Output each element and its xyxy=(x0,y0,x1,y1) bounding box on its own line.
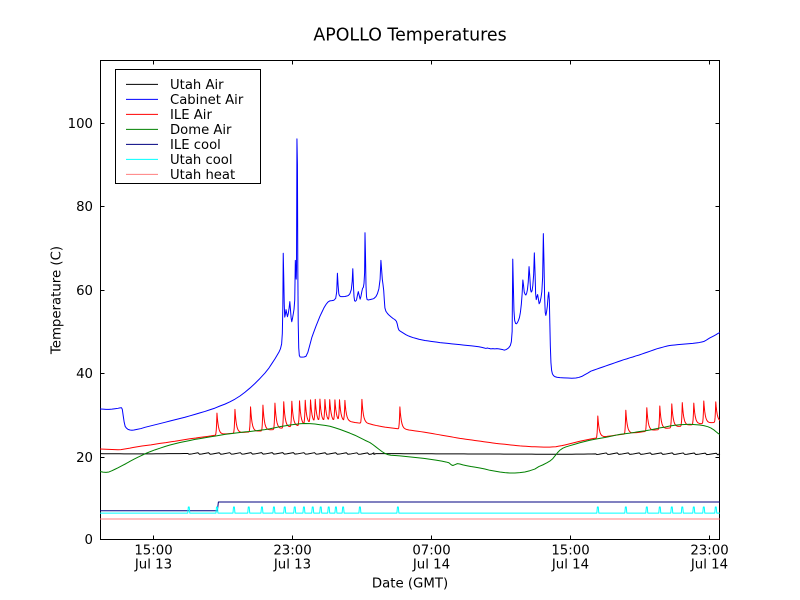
series-utah-air xyxy=(99,452,721,456)
y-tick-label: 60 xyxy=(76,284,93,299)
x-tick-label-date: Jul 14 xyxy=(690,558,728,573)
series-ile-cool xyxy=(100,501,720,512)
x-tick-label-time: 23:00 xyxy=(273,544,311,559)
y-tick-label: 80 xyxy=(76,200,93,215)
y-tick-label: 100 xyxy=(68,117,93,132)
legend-label-utah-cool: Utah cool xyxy=(170,153,233,168)
series-utah-cool xyxy=(100,506,720,514)
x-tick-label-time: 15:00 xyxy=(551,544,589,559)
legend-label-cabinet-air: Cabinet Air xyxy=(170,93,244,108)
legend-label-utah-air: Utah Air xyxy=(170,78,224,93)
series-cabinet-air xyxy=(99,138,721,431)
chart-title: APOLLO Temperatures xyxy=(313,26,506,46)
legend-label-ile-cool: ILE cool xyxy=(170,138,221,153)
series-dome-air xyxy=(99,422,721,474)
legend-label-utah-heat: Utah heat xyxy=(170,168,235,183)
x-tick-label-time: 07:00 xyxy=(412,544,450,559)
y-tick-label: 40 xyxy=(76,367,93,382)
legend-label-dome-air: Dome Air xyxy=(170,123,232,138)
y-axis-label: Temperature (C) xyxy=(50,246,65,355)
series-ile-air xyxy=(99,398,721,451)
legend-box xyxy=(115,69,261,184)
x-axis-label: Date (GMT) xyxy=(372,577,448,592)
x-tick-label-date: Jul 13 xyxy=(273,558,311,573)
x-tick-label-date: Jul 13 xyxy=(134,558,172,573)
y-tick-label: 0 xyxy=(85,533,93,548)
x-tick-label-date: Jul 14 xyxy=(551,558,589,573)
y-tick-label: 20 xyxy=(76,451,93,466)
x-tick-label-time: 15:00 xyxy=(134,544,172,559)
legend-label-ile-air: ILE Air xyxy=(170,108,212,123)
x-tick-label-time: 23:00 xyxy=(690,544,728,559)
axes xyxy=(100,60,720,540)
plot-border xyxy=(100,60,720,540)
x-tick-label-date: Jul 14 xyxy=(412,558,450,573)
series-layer xyxy=(99,138,721,520)
